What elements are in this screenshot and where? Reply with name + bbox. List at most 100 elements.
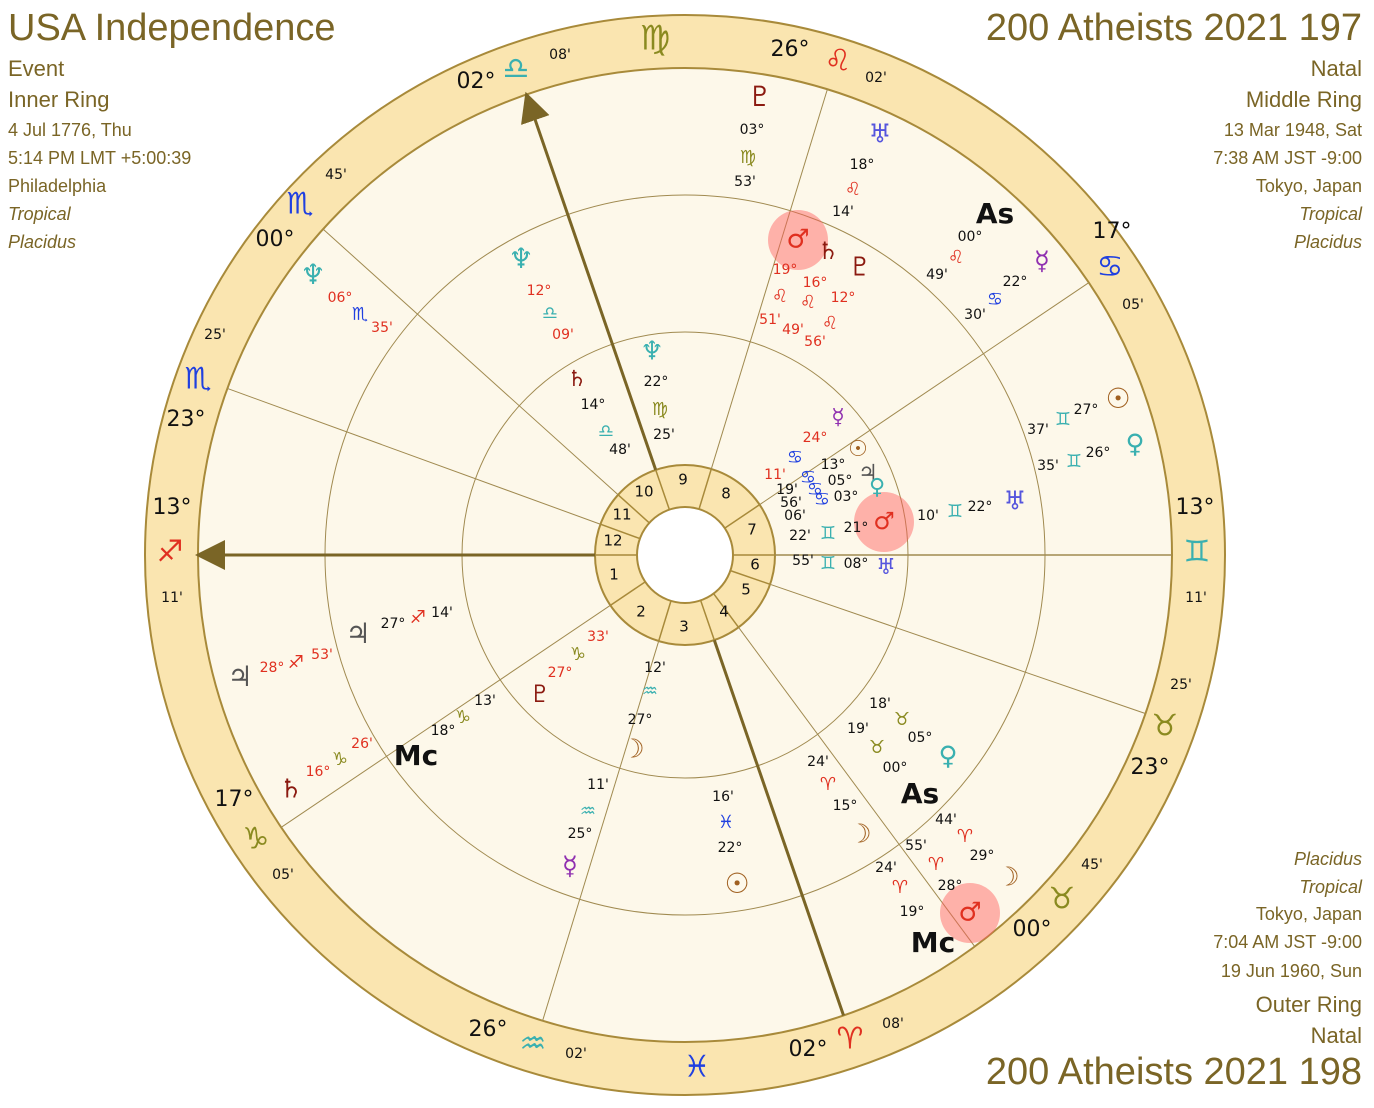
header-title: USA Independence — [8, 7, 336, 49]
planet-label: 10' — [917, 508, 939, 524]
zodiac-label: 02° — [789, 1037, 828, 1062]
planet-label: ♆ — [300, 258, 325, 291]
header-line: Tropical — [1299, 204, 1363, 224]
planet-label: 06' — [784, 508, 806, 524]
planet-label: ☿ — [562, 852, 578, 882]
zodiac-label: ♑ — [243, 822, 270, 857]
planet-label: ♍ — [652, 399, 668, 420]
zodiac-label: 23° — [167, 407, 206, 432]
cusp-line — [759, 282, 1090, 506]
planet-label: ♅ — [868, 120, 891, 150]
zodiac-label: 45' — [1081, 857, 1103, 873]
planet-label: 26' — [351, 736, 373, 752]
zodiac-label: 23° — [1131, 755, 1170, 780]
planet-label: 27° — [1074, 402, 1099, 418]
zodiac-label: ♎ — [503, 52, 530, 87]
header-line: Event — [8, 56, 64, 81]
planet-label: 28° — [260, 660, 285, 676]
planet-label: ♎ — [542, 303, 558, 324]
planet-label: 30' — [964, 307, 986, 323]
planet-label: ♋ — [787, 447, 803, 468]
house-divider — [698, 468, 713, 510]
zodiac-label: 17° — [215, 787, 254, 812]
planet-label: ♑ — [455, 707, 471, 728]
planet-label: ♉ — [869, 737, 885, 758]
cusp-line — [712, 639, 845, 1016]
planet-label: ♒ — [642, 681, 658, 702]
planet-label: 25° — [568, 826, 593, 842]
house-divider — [609, 581, 646, 606]
header-line: 13 Mar 1948, Sat — [1224, 120, 1362, 140]
planet-label: 14' — [832, 204, 854, 220]
planet-label: As — [976, 197, 1014, 230]
planet-label: 24' — [807, 754, 829, 770]
cusp-line — [322, 228, 619, 496]
planet-label: 06° — [328, 290, 353, 306]
footer-line: 19 Jun 1960, Sun — [1221, 961, 1362, 981]
planet-label: 51' — [759, 312, 781, 328]
planet-label: 27° — [548, 665, 573, 681]
planet-label: 16° — [803, 275, 828, 291]
zodiac-label: 11' — [161, 590, 183, 606]
planet-label: 56' — [780, 495, 802, 511]
planet-label: ☽ — [848, 820, 871, 850]
planet-label: 21° — [844, 520, 869, 536]
planet-label: 12° — [831, 290, 856, 306]
zodiac-label: ♒ — [520, 1027, 547, 1062]
planet-label: ♅ — [876, 555, 896, 580]
house-number: 12 — [603, 532, 622, 550]
header-line: Placidus — [8, 232, 76, 252]
planet-label: 18° — [431, 723, 456, 739]
planet-label: ☽ — [996, 863, 1019, 893]
house-divider — [730, 569, 771, 586]
planet-label: ♄ — [817, 237, 839, 265]
zodiac-label: ♏ — [185, 362, 212, 397]
cusp-line — [280, 604, 611, 828]
zodiac-label: 02° — [457, 69, 496, 94]
zodiac-label: 11' — [1185, 590, 1207, 606]
zodiac-label: 17° — [1093, 219, 1132, 244]
planet-label: ♑ — [332, 749, 348, 770]
header-line: Tropical — [8, 204, 72, 224]
planet-label: ♌ — [948, 247, 964, 268]
planet-label: ♊ — [820, 553, 836, 574]
zodiac-label: 25' — [204, 327, 226, 343]
header-title: 200 Atheists 2021 197 — [986, 7, 1362, 49]
planet-label: 13° — [821, 457, 846, 473]
house-number: 8 — [721, 485, 731, 503]
zodiac-label: 26° — [771, 37, 810, 62]
planet-label: ♎ — [598, 421, 614, 442]
house-number: 7 — [747, 521, 757, 539]
planet-label: 16° — [306, 764, 331, 780]
zodiac-label: 25' — [1170, 677, 1192, 693]
planet-label: ♓ — [718, 812, 734, 833]
zodiac-label: 02' — [865, 70, 887, 86]
zodiac-label: 13° — [1176, 495, 1215, 520]
planet-label: 15° — [833, 798, 858, 814]
planet-label: 35' — [371, 320, 393, 336]
planet-label: ♊ — [1055, 409, 1071, 430]
house-cusps — [195, 89, 1172, 1021]
highlight — [854, 492, 914, 552]
header-line: 4 Jul 1776, Thu — [8, 120, 132, 140]
house-number: 4 — [719, 603, 729, 621]
planet-label: ♊ — [947, 501, 963, 522]
planet-label: ☿ — [831, 405, 845, 430]
planet-label: ☿ — [1034, 247, 1050, 277]
planet-label: 14' — [431, 605, 453, 621]
zodiac-label: 26° — [469, 1017, 508, 1042]
planet-label: ♈ — [892, 877, 908, 898]
planet-label: 00° — [958, 229, 983, 245]
planet-label: 48' — [609, 442, 631, 458]
house-number: 10 — [634, 483, 653, 501]
highlight — [768, 210, 828, 270]
planet-label: 00° — [883, 760, 908, 776]
cusp-line — [227, 387, 601, 525]
planet-label: As — [901, 777, 939, 810]
house-divider — [712, 593, 740, 628]
cusp-line — [542, 640, 660, 1021]
planet-label: 49' — [926, 267, 948, 283]
header-line: Placidus — [1294, 232, 1362, 252]
header-line: Inner Ring — [8, 87, 110, 112]
planet-label: ♈ — [928, 854, 944, 875]
